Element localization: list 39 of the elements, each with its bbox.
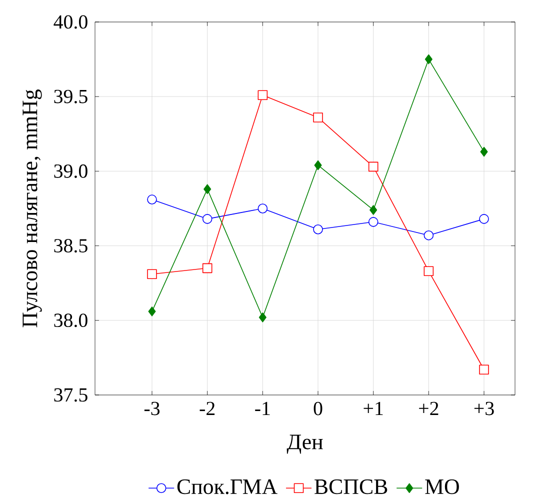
x-tick-label: -2 — [200, 402, 215, 416]
x-tick-label: +1 — [364, 402, 383, 415]
x-tick-label: 0 — [314, 402, 322, 416]
point — [313, 112, 323, 122]
point — [258, 204, 268, 214]
point — [479, 364, 489, 375]
point — [258, 312, 266, 322]
point — [314, 160, 322, 170]
y-axis-title: Пулсово налягане, mmHg — [22, 90, 42, 328]
point — [368, 217, 378, 227]
legend-label: ВСПСВ — [314, 479, 388, 494]
point — [424, 54, 432, 64]
x-axis-title: Ден — [286, 434, 323, 454]
point — [147, 269, 157, 280]
point — [480, 146, 488, 157]
point — [202, 214, 212, 224]
y-tick-label: 38.0 — [54, 314, 88, 328]
x-tick-label: -3 — [144, 402, 160, 416]
point — [313, 224, 323, 234]
point — [202, 263, 212, 274]
y-tick-label: 37.5 — [54, 388, 88, 402]
point — [147, 194, 157, 204]
point — [424, 230, 434, 240]
legend-label: Спок.ГМА — [177, 479, 278, 494]
x-tick-label: +2 — [419, 402, 438, 416]
point — [204, 184, 212, 194]
point — [370, 205, 378, 215]
y-tick-label: 39.0 — [54, 164, 88, 178]
y-tick-label: 39.5 — [54, 90, 88, 104]
point — [148, 306, 156, 316]
x-tick-label: +3 — [474, 402, 494, 416]
x-tick-label: -1 — [255, 402, 270, 415]
legend-label: МО — [425, 479, 459, 494]
point — [258, 90, 268, 100]
point — [424, 266, 434, 276]
y-tick-label: 38.5 — [54, 239, 88, 253]
y-tick-label: 40.0 — [54, 15, 88, 29]
point — [479, 214, 489, 224]
point — [368, 162, 378, 172]
